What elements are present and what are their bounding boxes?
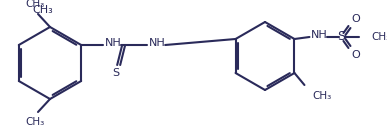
Text: NH: NH	[105, 38, 122, 48]
Text: NH: NH	[149, 38, 166, 48]
Text: O: O	[351, 50, 360, 60]
Text: CH₃: CH₃	[372, 32, 387, 42]
Text: S: S	[113, 68, 120, 78]
Text: CH₃: CH₃	[33, 5, 53, 15]
Text: CH₃: CH₃	[26, 0, 45, 9]
Text: NH: NH	[311, 30, 328, 40]
Text: CH₃: CH₃	[312, 91, 332, 101]
Text: O: O	[351, 14, 360, 24]
Text: S: S	[337, 30, 346, 43]
Text: CH₃: CH₃	[26, 117, 45, 126]
